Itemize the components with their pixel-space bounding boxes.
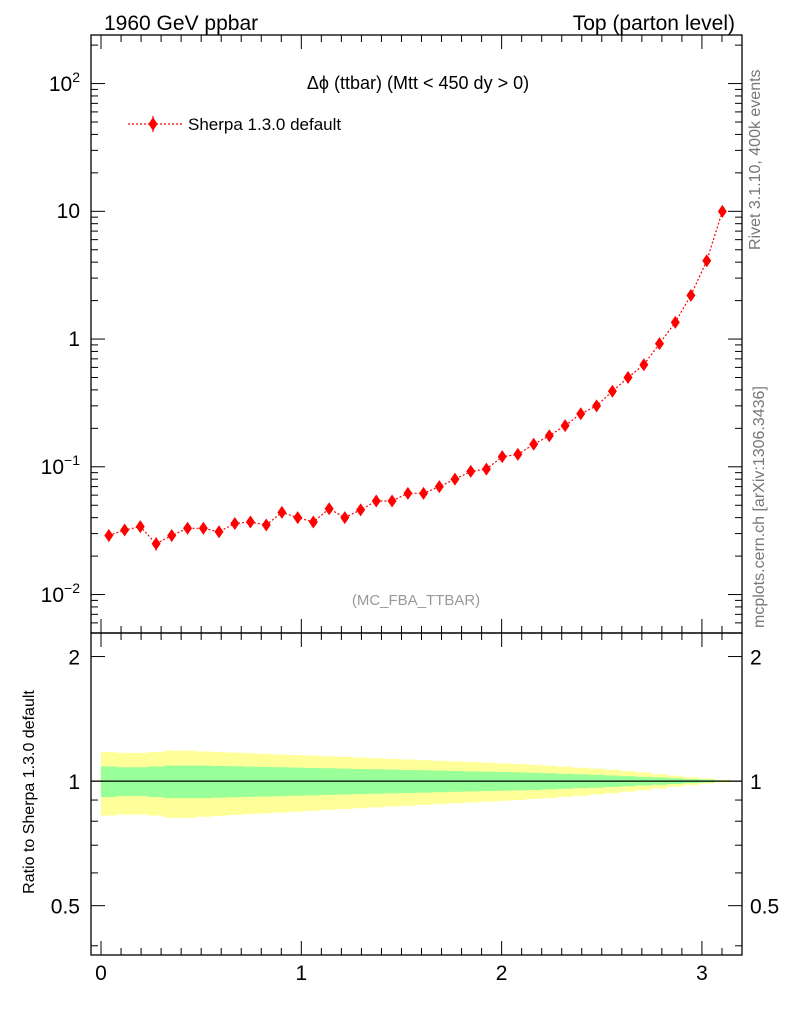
data-point-marker [167, 528, 177, 542]
data-point-marker [702, 254, 712, 268]
data-point-marker [576, 407, 586, 421]
ratio-plot-frame [90, 632, 743, 956]
data-point-marker [481, 462, 491, 476]
ratio-y-tick-label-right: 1 [750, 771, 762, 794]
data-point-marker [497, 450, 507, 464]
data-point-marker [450, 472, 460, 486]
data-point-marker [356, 503, 366, 517]
data-point-marker [403, 486, 413, 500]
y-tick-label-10: 10 [57, 200, 80, 223]
ratio-y-axis-label: Ratio to Sherpa 1.3.0 default [21, 690, 38, 894]
ratio-y-tick-label-right: 2 [750, 647, 762, 670]
data-point-marker [135, 520, 145, 534]
data-point-marker [513, 447, 523, 461]
x-tick-label: 0 [95, 962, 107, 985]
side-text-mcplots: mcplots.cern.ch [arXiv:1306.3436] [751, 386, 768, 628]
header-right: Top (parton level) [573, 12, 735, 35]
y-tick-label-1e-1: 10−1 [41, 452, 81, 479]
ratio-y-tick-label-right: 0.5 [750, 896, 779, 919]
side-text-rivet: Rivet 3.1.10, 400k events [747, 69, 764, 250]
data-point-marker [607, 384, 617, 398]
ratio-band-inner [100, 765, 731, 799]
data-point-marker [340, 511, 350, 525]
y-tick-label-1: 1 [68, 328, 80, 351]
data-point-marker [261, 518, 271, 532]
data-point-marker [198, 521, 208, 535]
data-point-marker [214, 525, 224, 539]
legend: Sherpa 1.3.0 default [128, 115, 341, 134]
ratio-y-tick-labels: 0.5 0.5 1 1 2 2 [51, 647, 779, 919]
data-point-marker [639, 358, 649, 372]
ratio-band-group [100, 750, 731, 818]
data-point-marker [434, 480, 444, 494]
legend-marker [148, 117, 158, 131]
analysis-tag: (MC_FBA_TTBAR) [352, 592, 480, 609]
ratio-y-tick-label-left: 1 [68, 771, 80, 794]
data-point-marker [560, 419, 570, 433]
legend-label: Sherpa 1.3.0 default [188, 115, 341, 134]
x-tick-label: 2 [496, 962, 508, 985]
data-point-marker [717, 204, 727, 218]
data-point-marker [670, 315, 680, 329]
series-group [104, 204, 727, 551]
data-point-marker [387, 494, 397, 508]
data-point-marker [151, 537, 161, 551]
header-left: 1960 GeV ppbar [104, 12, 258, 35]
y-tick-label-1e-2: 10−2 [41, 580, 81, 607]
y-tick-label-1e2: 102 [49, 69, 80, 96]
data-point-marker [371, 494, 381, 508]
x-tick-label: 3 [696, 962, 708, 985]
data-point-marker [544, 429, 554, 443]
data-point-marker [183, 521, 193, 535]
data-point-marker [654, 337, 664, 351]
data-point-marker [324, 502, 334, 516]
data-point-marker [293, 511, 303, 525]
data-point-marker [277, 505, 287, 519]
data-point-marker [686, 288, 696, 302]
data-point-marker [623, 371, 633, 385]
data-point-marker [592, 399, 602, 413]
ratio-y-tick-label-left: 2 [68, 647, 80, 670]
series-line [108, 211, 723, 545]
plot-title: Δϕ (ttbar) (Mtt < 450 dy > 0) [307, 73, 529, 93]
data-point-marker [230, 516, 240, 530]
x-tick-label: 1 [295, 962, 307, 985]
data-point-marker [419, 486, 429, 500]
data-point-marker [308, 515, 318, 529]
data-point-marker [529, 437, 539, 451]
main-y-tick-labels: 102 10 1 10−1 10−2 [41, 69, 81, 607]
data-point-marker [245, 515, 255, 529]
x-tick-labels: 0 1 2 3 [95, 962, 708, 985]
data-point-marker [104, 528, 114, 542]
data-point-marker [120, 523, 130, 537]
data-point-marker [466, 464, 476, 478]
ratio-y-tick-label-left: 0.5 [51, 896, 80, 919]
axis-ticks [91, 35, 743, 955]
